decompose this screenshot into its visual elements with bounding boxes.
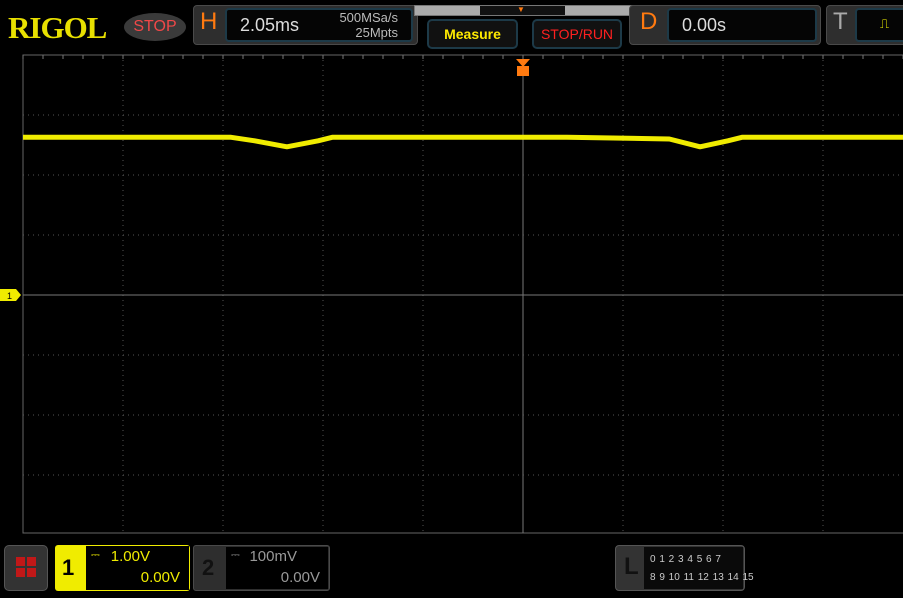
measure-button[interactable]: Measure bbox=[427, 19, 518, 49]
channel2-offset: 0.00V bbox=[280, 569, 320, 586]
delay-value: 0.00s bbox=[682, 15, 727, 35]
channel1-ground-marker bbox=[0, 289, 21, 301]
dc-coupling-icon: ⎓ bbox=[231, 549, 240, 561]
menu-button[interactable] bbox=[4, 545, 48, 591]
rigol-logo: RIGOL bbox=[8, 10, 107, 45]
dc-coupling-icon: ⎓ bbox=[91, 549, 100, 561]
memory-position-bar[interactable]: ▼ bbox=[414, 5, 634, 16]
channel1-number: 1 bbox=[62, 555, 75, 580]
trigger-box[interactable] bbox=[855, 8, 903, 42]
memory-depth: 25Mpts bbox=[355, 25, 398, 40]
logic-label: L bbox=[624, 553, 639, 580]
channel2-box[interactable] bbox=[226, 547, 328, 589]
channel1-box[interactable] bbox=[86, 546, 189, 590]
delay-label: D bbox=[640, 8, 658, 35]
channel1-marker-label: 1 bbox=[7, 291, 12, 301]
stop-run-button[interactable]: STOP/RUN bbox=[532, 19, 622, 49]
delay-box[interactable] bbox=[667, 8, 817, 42]
rising-edge-icon: ⎍ bbox=[880, 16, 890, 31]
trigger-label: T bbox=[833, 8, 848, 35]
trigger-position-marker-icon bbox=[517, 66, 529, 76]
run-state-badge[interactable]: STOP bbox=[124, 13, 186, 41]
grid-border bbox=[22, 54, 903, 534]
channel1-offset: 0.00V bbox=[140, 569, 180, 586]
timebase-value: 2.05ms bbox=[240, 15, 300, 35]
channel2-number: 2 bbox=[202, 555, 215, 580]
acquisition-info: 500MSa/s 25Mpts bbox=[318, 10, 398, 40]
logic-box[interactable] bbox=[644, 547, 743, 589]
channel1-scale: 1.00V bbox=[110, 548, 150, 565]
timebase-box[interactable] bbox=[225, 8, 413, 42]
menu-icon bbox=[16, 557, 25, 566]
sample-rate: 500MSa/s bbox=[339, 10, 398, 25]
logic-channels-row2: 8 9 10 11 12 13 14 15 bbox=[650, 572, 754, 583]
trigger-position-marker-icon bbox=[516, 59, 530, 67]
channel1-trace bbox=[23, 134, 903, 150]
horizontal-label: H bbox=[200, 8, 218, 35]
logic-channels-row1: 0 1 2 3 4 5 6 7 bbox=[650, 554, 721, 565]
channel2-scale: 100mV bbox=[249, 548, 297, 565]
trigger-position-marker-icon: ▼ bbox=[517, 5, 525, 14]
